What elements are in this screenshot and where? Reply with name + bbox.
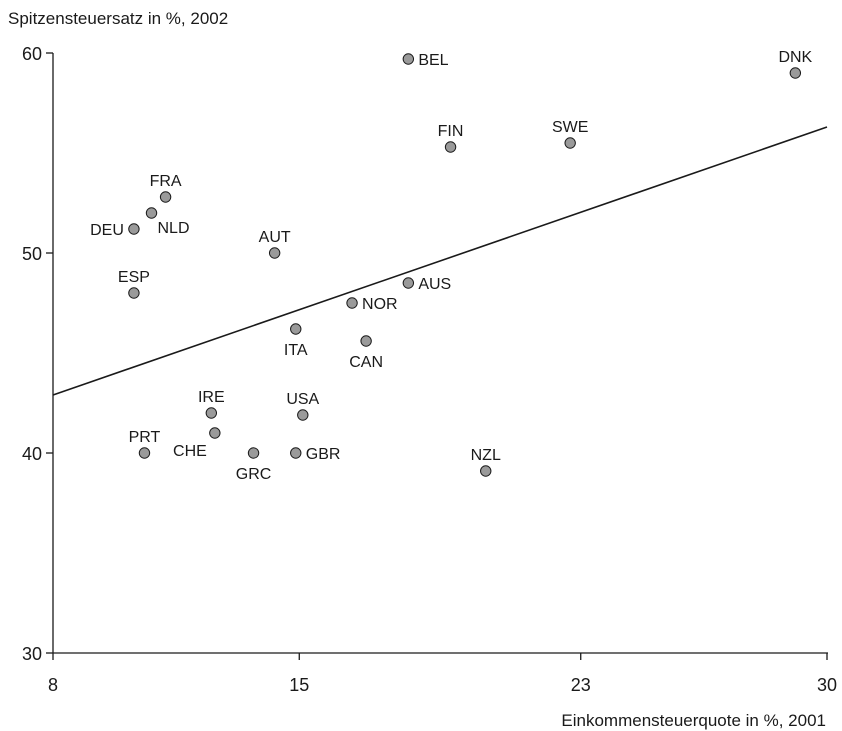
data-points: BEL DNK FIN SWE FRA NLD DEU AUT ESP AUS NOR ITA CAN I… [90, 49, 812, 483]
data-point [789, 67, 802, 79]
data-point-label: AUT [259, 229, 291, 246]
x-tick-label: 23 [571, 675, 591, 695]
data-point-label: ESP [118, 269, 150, 286]
data-point-label: PRT [129, 429, 161, 446]
data-point-label: DEU [90, 222, 124, 239]
y-tick-label: 60 [22, 44, 42, 64]
data-point-label: BEL [418, 52, 448, 69]
data-point-label: CAN [349, 354, 383, 371]
x-tick-label: 15 [289, 675, 309, 695]
data-point [297, 409, 309, 421]
data-point-label: FRA [150, 173, 182, 190]
y-tick-label: 40 [22, 444, 42, 464]
data-point [360, 335, 372, 347]
data-point-label: NLD [158, 220, 190, 237]
data-point [564, 137, 576, 149]
data-point-label: NOR [362, 296, 398, 313]
data-point [159, 191, 172, 203]
data-point [346, 297, 358, 309]
data-point [268, 247, 281, 259]
data-point [247, 447, 260, 459]
data-point [480, 465, 492, 477]
y-tick-label: 30 [22, 644, 42, 664]
x-tick-label: 30 [817, 675, 837, 695]
data-point-label: NZL [471, 447, 501, 464]
data-point [290, 323, 302, 335]
data-point-label: GRC [236, 466, 272, 483]
trendline-group [52, 126, 828, 396]
data-point-label: SWE [552, 119, 588, 136]
y-tick-label: 50 [22, 244, 42, 264]
regression-line [52, 126, 828, 396]
data-point-label: AUS [418, 276, 451, 293]
data-point [444, 141, 457, 153]
data-point-label: USA [286, 391, 319, 408]
data-point [402, 277, 415, 289]
data-point [145, 207, 158, 219]
data-point-label: FIN [438, 123, 464, 140]
data-point [290, 447, 302, 459]
data-point-label: GBR [306, 446, 341, 463]
y-axis-title: Spitzensteuersatz in %, 2002 [8, 9, 228, 28]
data-point-label: DNK [778, 49, 812, 66]
x-tick-label: 8 [48, 675, 58, 695]
data-point [128, 223, 140, 235]
x-axis-title: Einkommensteuerquote in %, 2001 [561, 711, 826, 730]
data-point-label: ITA [284, 342, 308, 359]
data-point-label: IRE [198, 389, 225, 406]
axis-ticks: 8 15 23 30 30 40 50 60 [22, 44, 837, 695]
data-point [138, 447, 151, 459]
data-point-label: CHE [173, 443, 207, 460]
data-point [209, 427, 221, 439]
data-point [128, 287, 140, 299]
data-point [205, 407, 218, 419]
data-point [402, 53, 415, 65]
